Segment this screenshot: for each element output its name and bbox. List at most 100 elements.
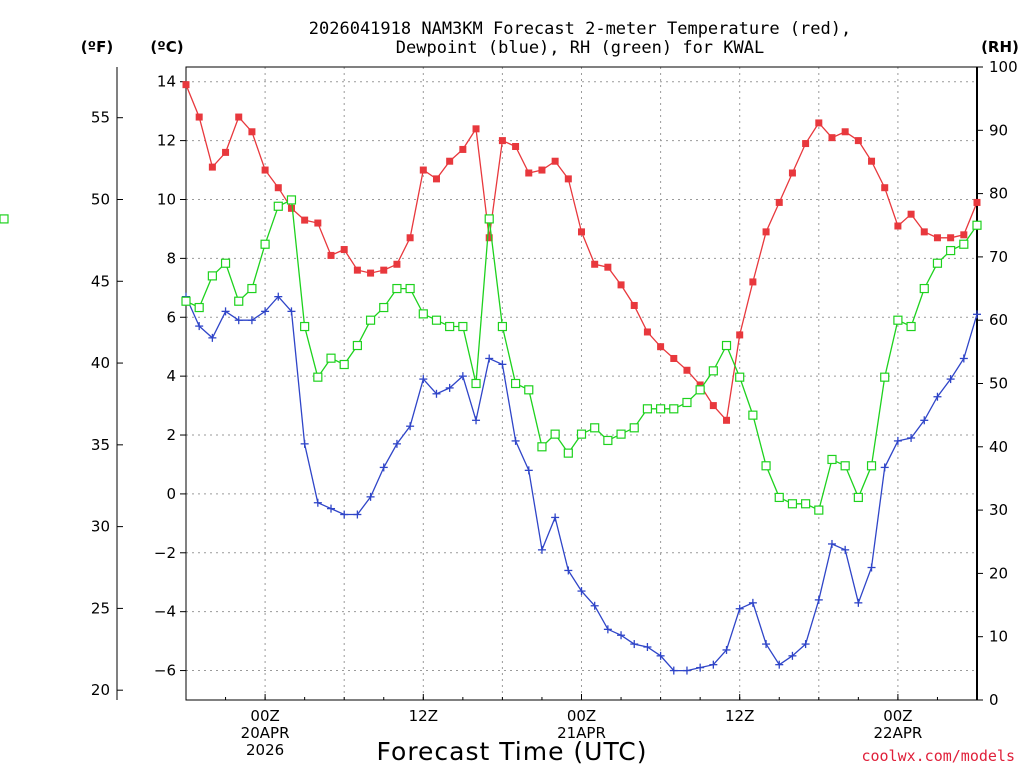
rh-point: [827, 454, 837, 465]
rh-point: [497, 321, 507, 332]
dewpoint-point: [959, 354, 968, 363]
celsius-tick-label: −4: [154, 603, 176, 621]
temperature-point: [208, 163, 216, 171]
dewpoint-point: [880, 463, 889, 472]
dewpoint-point: [432, 389, 441, 398]
temperature-point: [261, 166, 269, 174]
temperature-point: [195, 113, 203, 121]
temperature-point: [525, 169, 533, 177]
dewpoint-point: [340, 510, 349, 519]
fahrenheit-tick-label: 40: [91, 354, 110, 372]
temperature-point: [854, 137, 862, 145]
dewpoint-point: [735, 604, 744, 613]
temperature-point: [933, 234, 941, 242]
x-tick-label: 2026: [246, 741, 284, 759]
x-tick-label: 12Z: [409, 707, 438, 725]
rh-tick-label: 90: [989, 121, 1008, 139]
chart-title-line2: Dewpoint (blue), RH (green) for KWAL: [396, 38, 764, 58]
dewpoint-point: [841, 545, 850, 554]
temperature-point: [340, 246, 348, 254]
dewpoint-point: [366, 492, 375, 501]
temperature-point: [287, 204, 295, 212]
rh-point: [893, 315, 903, 325]
rh-point: [365, 315, 376, 325]
x-tick-label: 21APR: [557, 724, 606, 742]
rh-point: [537, 442, 547, 452]
celsius-tick-label: −2: [154, 544, 176, 562]
rh-point: [194, 302, 204, 313]
rh-point: [300, 321, 310, 332]
dewpoint-point: [327, 504, 336, 513]
temperature-point: [802, 140, 810, 148]
fahrenheit-tick-label: 55: [91, 109, 110, 127]
temperature-point: [907, 210, 915, 218]
fahrenheit-tick-label: 20: [91, 681, 110, 699]
dewpoint-point: [788, 651, 797, 660]
rh-point: [616, 429, 626, 439]
temperature-point: [683, 366, 691, 374]
rh-point: [735, 372, 745, 382]
rh-point: [787, 499, 798, 509]
rh-point: [181, 296, 191, 306]
rh-point: [247, 283, 257, 294]
rh-point: [563, 448, 573, 458]
dewpoint-point: [406, 422, 415, 431]
tick-labels: −6 −4 −2 0 2 4 6 8 10 12 14 20 25 30 35 40 45 50 55 0 10 20 30…: [91, 58, 1018, 759]
rh-point: [669, 404, 679, 414]
temperature-point: [498, 137, 506, 145]
dewpoint-point: [472, 416, 481, 425]
dewpoint-point: [907, 433, 916, 442]
temperature-point: [973, 198, 981, 206]
temperature-point: [960, 231, 968, 239]
rh-point: [814, 505, 824, 515]
temperature-point: [617, 281, 625, 289]
dewpoint-point: [485, 354, 494, 363]
rh-point: [708, 366, 718, 376]
rh-unit-label: (RH): [981, 38, 1019, 56]
fahrenheit-unit-label: (ºF): [81, 38, 113, 56]
dewpoint-point: [392, 439, 401, 448]
rh-point: [286, 195, 297, 205]
temperature-point: [406, 234, 414, 242]
dewpoint-point: [195, 322, 204, 331]
celsius-tick-label: 0: [166, 485, 176, 503]
rh-point: [866, 461, 877, 471]
dewpoint-point: [933, 392, 942, 401]
rh-point: [352, 340, 362, 351]
celsius-tick-label: 14: [157, 73, 176, 91]
celsius-tick-label: 4: [166, 367, 176, 385]
temperature-point: [828, 134, 836, 142]
dewpoint-point: [893, 436, 902, 445]
rh-tick-label: 60: [989, 311, 1008, 329]
dewpoint-point: [709, 660, 718, 669]
series-2-meter-temperature: [182, 81, 981, 424]
temperature-point: [696, 381, 704, 389]
fahrenheit-tick-label: 30: [91, 518, 110, 536]
temperature-point: [301, 216, 309, 224]
rh-point: [761, 461, 771, 471]
series-layer: [0, 81, 982, 675]
dewpoint-point: [524, 466, 533, 475]
rh-point: [695, 385, 705, 395]
dewpoint-point: [234, 316, 243, 325]
rh-point: [801, 499, 811, 509]
dewpoint-point: [577, 587, 586, 596]
rh-point: [260, 239, 270, 249]
dewpoint-point: [656, 651, 665, 660]
x-tick-label: 00Z: [567, 707, 596, 725]
x-tick-label: 00Z: [883, 707, 912, 725]
temperature-point: [788, 169, 796, 177]
rh-point: [682, 397, 692, 408]
dewpoint-point: [748, 598, 757, 607]
dewpoint-point: [827, 539, 836, 548]
dewpoint-point: [775, 660, 784, 669]
temperature-point: [485, 234, 493, 242]
dewpoint-point: [920, 416, 929, 425]
rh-point: [431, 315, 442, 325]
temperature-point: [578, 228, 585, 236]
rh-point: [339, 359, 349, 370]
temperature-point: [182, 81, 190, 89]
fahrenheit-tick-label: 45: [91, 272, 110, 290]
rh-point: [207, 271, 217, 281]
